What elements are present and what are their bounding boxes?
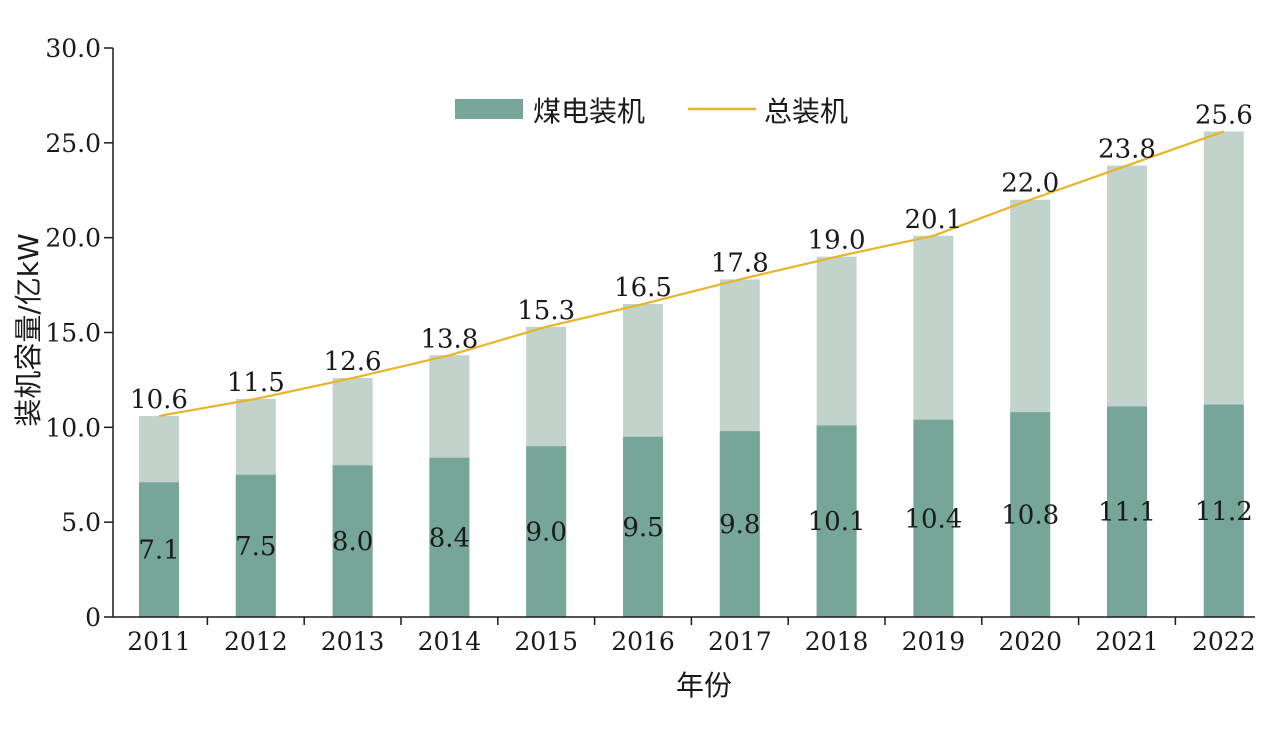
total-value-label: 10.6 bbox=[130, 385, 188, 415]
x-tick-label: 2016 bbox=[611, 627, 675, 656]
total-value-label: 22.0 bbox=[1001, 169, 1059, 199]
x-tick-label: 2018 bbox=[805, 627, 869, 656]
x-tick-label: 2014 bbox=[418, 627, 482, 656]
x-tick-label: 2011 bbox=[127, 627, 191, 656]
legend-total-label: 总装机 bbox=[764, 95, 848, 128]
total-value-label: 12.6 bbox=[324, 347, 382, 377]
coal-value-label: 9.8 bbox=[719, 510, 760, 540]
coal-value-label: 9.5 bbox=[622, 513, 663, 543]
x-tick-label: 2021 bbox=[1095, 627, 1159, 656]
coal-bar-2022 bbox=[1203, 404, 1244, 617]
y-tick-label: 20.0 bbox=[45, 224, 101, 253]
coal-bar-2017 bbox=[719, 431, 760, 617]
coal-bar-2013 bbox=[332, 465, 373, 617]
total-value-label: 11.5 bbox=[227, 368, 285, 398]
x-tick-label: 2019 bbox=[902, 627, 966, 656]
total-value-label: 13.8 bbox=[420, 324, 478, 354]
total-value-label: 16.5 bbox=[614, 273, 672, 303]
x-tick-label: 2022 bbox=[1192, 627, 1256, 656]
coal-value-label: 7.1 bbox=[138, 536, 179, 566]
x-tick-label: 2013 bbox=[321, 627, 385, 656]
coal-bar-2020 bbox=[1010, 412, 1051, 617]
coal-bar-2014 bbox=[429, 457, 470, 617]
x-tick-label: 2015 bbox=[514, 627, 578, 656]
coal-value-label: 11.2 bbox=[1195, 497, 1253, 527]
coal-value-label: 9.0 bbox=[526, 518, 567, 548]
y-tick-label: 30.0 bbox=[45, 34, 101, 63]
coal-bar-2012 bbox=[235, 474, 276, 617]
coal-value-label: 8.0 bbox=[332, 527, 373, 557]
legend: 煤电装机 总装机 bbox=[455, 95, 848, 128]
coal-value-label: 11.1 bbox=[1098, 498, 1156, 528]
legend-coal-swatch bbox=[455, 99, 523, 119]
y-tick-label: 25.0 bbox=[45, 129, 101, 158]
total-value-label: 25.6 bbox=[1195, 100, 1253, 130]
total-value-label: 23.8 bbox=[1098, 135, 1156, 165]
coal-bars bbox=[139, 404, 1244, 617]
coal-bar-2011 bbox=[139, 482, 179, 617]
x-axis-title: 年份 bbox=[676, 669, 732, 702]
coal-value-label: 10.1 bbox=[808, 507, 866, 537]
total-bars bbox=[139, 131, 1244, 618]
coal-bar-2015 bbox=[526, 446, 567, 617]
coal-bar-2016 bbox=[623, 436, 663, 617]
y-tick-label: 0 bbox=[85, 603, 101, 632]
coal-bar-2018 bbox=[816, 425, 857, 617]
x-tick-label: 2020 bbox=[998, 627, 1062, 656]
data-labels: 10.6 7.1 11.5 7.5 12.6 8.0 13.8 8.4 15.3 9.0 16.5 9… bbox=[130, 100, 1253, 565]
y-tick-label: 15.0 bbox=[45, 319, 101, 348]
coal-bar-2021 bbox=[1107, 406, 1147, 617]
x-tick-label: 2017 bbox=[708, 627, 772, 656]
axes: 0 5.0 10.0 15.0 20.0 25.0 30.0 2011 2012 2013 2014… bbox=[45, 34, 1255, 656]
coal-value-label: 10.8 bbox=[1001, 501, 1059, 531]
coal-value-label: 8.4 bbox=[429, 523, 470, 553]
total-line-layer bbox=[158, 130, 1225, 418]
y-axis-title: 装机容量/亿kW bbox=[12, 233, 45, 426]
y-tick-label: 5.0 bbox=[61, 508, 101, 537]
total-value-label: 20.1 bbox=[904, 205, 962, 235]
y-tick-label: 10.0 bbox=[45, 413, 101, 442]
x-tick-label: 2012 bbox=[224, 627, 288, 656]
coal-value-label: 7.5 bbox=[235, 532, 276, 562]
coal-bar-2019 bbox=[913, 419, 954, 617]
total-value-label: 15.3 bbox=[517, 296, 575, 326]
total-value-label: 17.8 bbox=[711, 248, 769, 278]
coal-value-label: 10.4 bbox=[904, 504, 962, 534]
total-value-label: 19.0 bbox=[808, 226, 866, 256]
total-line bbox=[158, 130, 1225, 418]
legend-coal-label: 煤电装机 bbox=[533, 95, 645, 128]
